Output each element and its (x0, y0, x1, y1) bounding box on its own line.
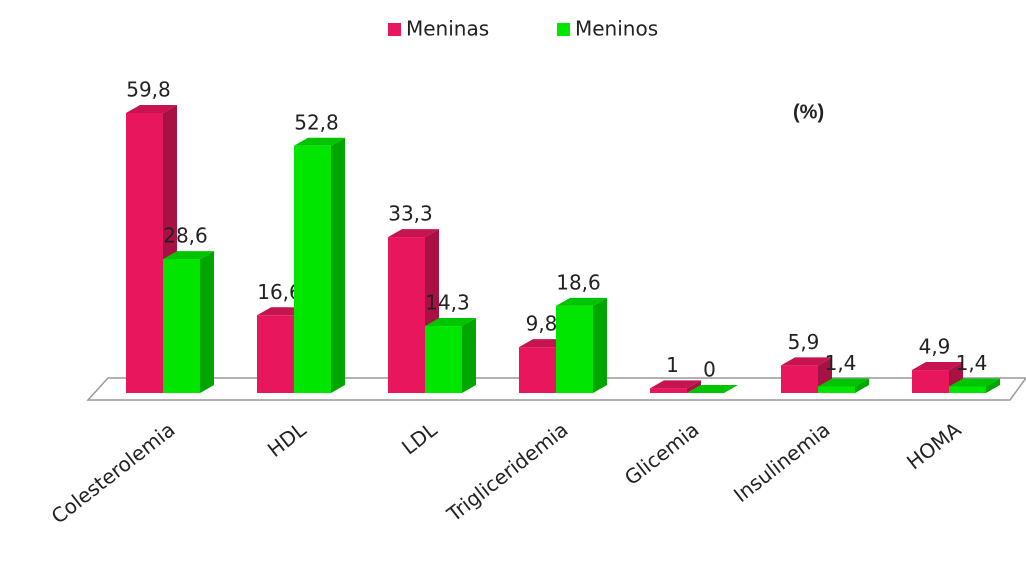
annotation: (%) (793, 101, 824, 123)
x-tick-label: Colesterolemia (47, 417, 180, 528)
bar (781, 365, 818, 393)
value-label: 1,4 (956, 351, 988, 375)
x-tick-label: HOMA (902, 417, 966, 474)
bar (388, 237, 425, 393)
value-label: 4,9 (919, 335, 951, 359)
bar (519, 347, 556, 393)
bar (556, 306, 593, 393)
legend-swatch (557, 23, 570, 36)
bar (257, 315, 294, 393)
bar (294, 146, 331, 393)
value-label: 1 (666, 353, 679, 377)
value-label: 33,3 (388, 202, 433, 226)
value-label: 9,8 (526, 312, 558, 336)
legend-label: Meninas (406, 17, 489, 41)
bar (126, 113, 163, 393)
x-tick-label: Glicemia (620, 417, 704, 490)
legend-swatch (388, 23, 401, 36)
bar (650, 388, 687, 393)
bar (949, 386, 986, 393)
bar (818, 386, 855, 393)
value-label: 5,9 (788, 330, 820, 354)
bar (425, 326, 462, 393)
x-tick-label: LDL (397, 417, 442, 460)
x-tick-label: Insulinemia (729, 417, 834, 507)
bar-side (593, 298, 607, 393)
bar-side (331, 138, 345, 393)
x-tick-label: Trigliceridemia (442, 417, 573, 527)
bar-side (200, 251, 214, 393)
value-label: 52,8 (294, 110, 339, 134)
bar (163, 259, 200, 393)
legend-label: Meninos (575, 17, 658, 41)
bar-side (462, 318, 476, 393)
value-label: 14,3 (425, 291, 470, 315)
value-label: 18,6 (556, 270, 601, 294)
value-label: 59,8 (126, 78, 171, 102)
x-tick-label: HDL (263, 417, 311, 462)
bar (912, 370, 949, 393)
value-label: 0 (703, 358, 716, 382)
value-label: 1,4 (825, 351, 857, 375)
value-label: 28,6 (163, 224, 208, 248)
